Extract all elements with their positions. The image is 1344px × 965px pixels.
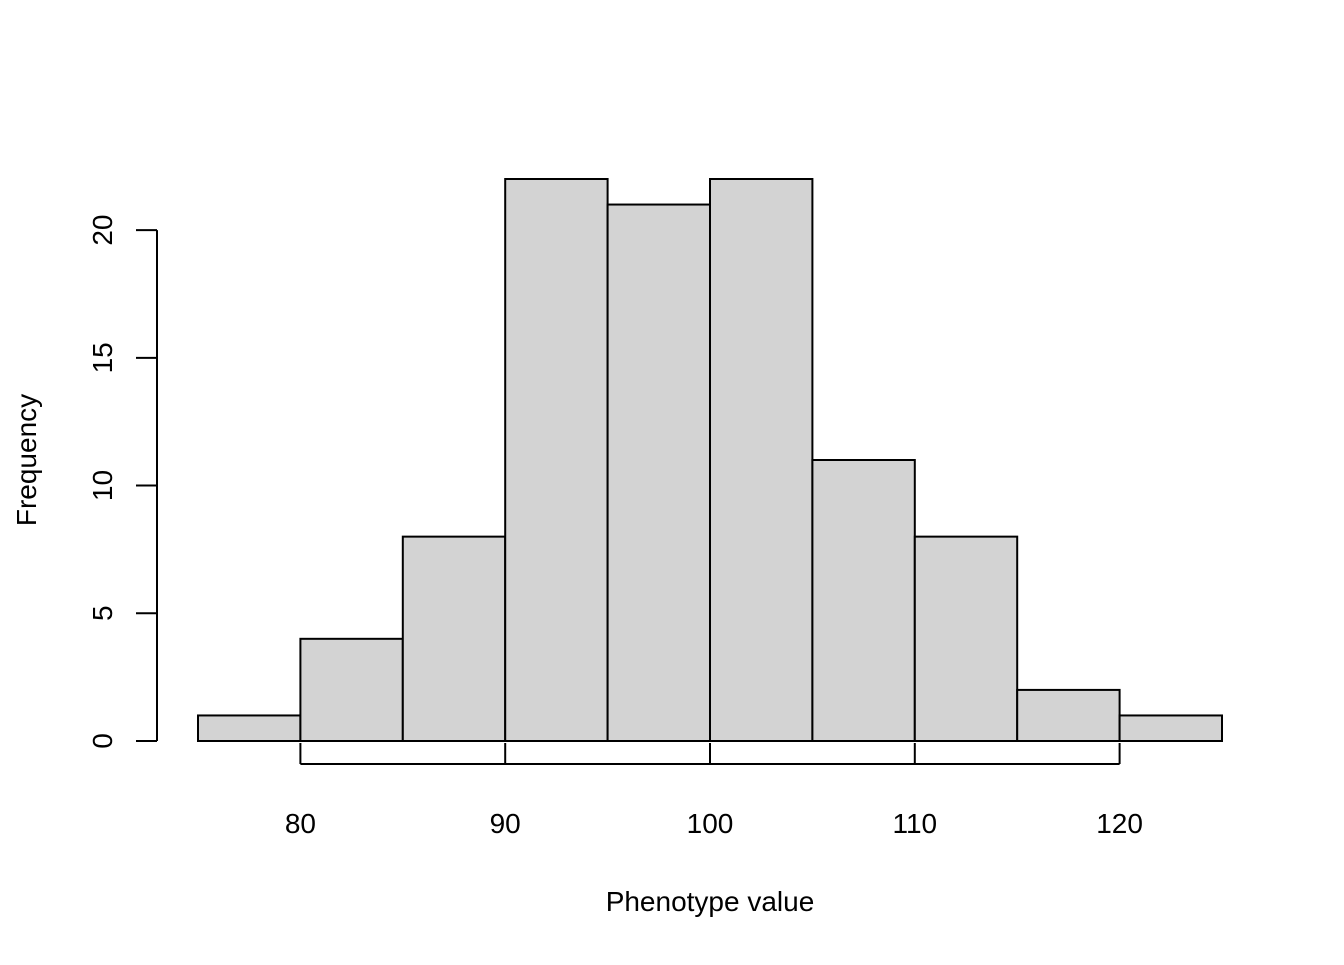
histogram-bar-6: [709, 178, 814, 742]
y-tick-label: 0: [87, 733, 118, 749]
histogram-bar-4: [504, 178, 609, 742]
y-tick-label: 15: [87, 342, 118, 373]
x-axis-title: Phenotype value: [606, 886, 815, 917]
histogram-bar-2: [299, 637, 404, 742]
x-tick-label: 80: [285, 808, 316, 839]
histogram-bar-5: [606, 203, 711, 742]
bars-layer: [197, 178, 1223, 743]
x-tick-label: 100: [687, 808, 734, 839]
histogram-bar-8: [913, 535, 1019, 742]
x-tick-label: 90: [490, 808, 521, 839]
histogram-bar-10: [1118, 714, 1223, 742]
histogram-bar-7: [811, 459, 916, 742]
y-tick-label: 20: [87, 215, 118, 246]
histogram-bar-1: [197, 714, 302, 742]
y-axis: 0 5 10 15 20: [87, 215, 158, 749]
y-tick-label: 5: [87, 605, 118, 621]
x-axis: 80 90 100 110 120: [285, 743, 1143, 839]
x-tick-label: 120: [1096, 808, 1143, 839]
histogram-bar-3: [401, 535, 507, 742]
x-tick-label: 110: [892, 808, 937, 839]
y-tick-label: 10: [87, 470, 118, 501]
y-axis-title: Frequency: [11, 394, 42, 526]
histogram-bar-9: [1016, 688, 1121, 743]
